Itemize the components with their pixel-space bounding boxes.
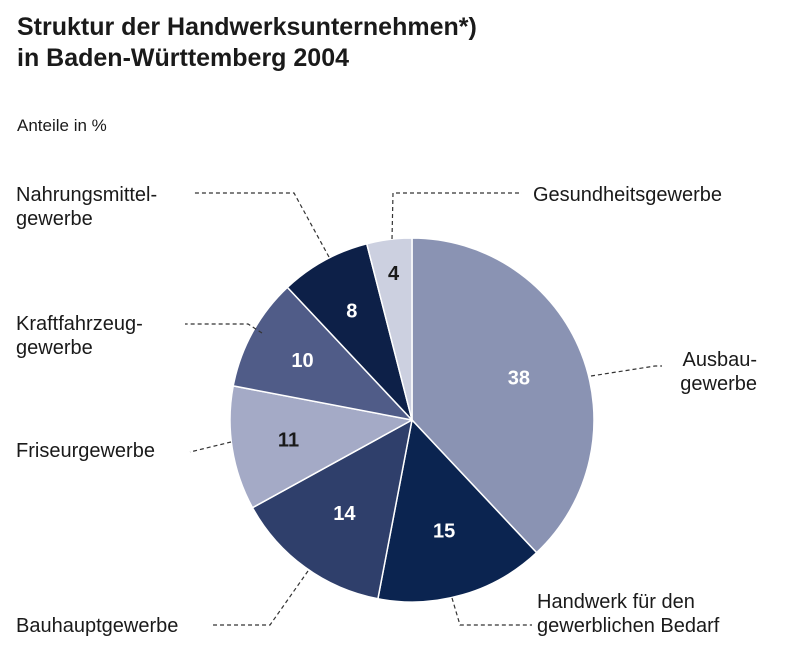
chart-subtitle: Anteile in % — [17, 116, 107, 135]
slice-value-nahrungsmittelgewerbe: 8 — [346, 301, 357, 323]
leader-line-kraftfahrzeuggewerbe — [185, 323, 263, 334]
slice-label-nahrungsmittelgewerbe-line-1: Nahrungsmittel- — [16, 184, 157, 206]
pie-slice-kraftfahrzeuggewerbe — [232, 286, 413, 421]
pie-slice-nahrungsmittelgewerbe — [286, 242, 413, 421]
slice-label-handwerk-gewerblichen-bedarf-line-1: Handwerk für den — [537, 591, 695, 613]
slice-value-friseurgewerbe: 11 — [278, 430, 299, 452]
slice-label-kraftfahrzeuggewerbe-line-1: Kraftfahrzeug- — [16, 313, 143, 335]
slice-value-ausbaugewerbe: 38 — [508, 368, 530, 390]
slice-label-gesundheitsgewerbe-line-1: Gesundheitsgewerbe — [533, 184, 722, 206]
pie-slice-handwerk-gewerblichen-bedarf — [377, 419, 538, 603]
slice-label-kraftfahrzeuggewerbe-line-2: gewerbe — [16, 337, 93, 359]
slice-label-friseurgewerbe-line-1: Friseurgewerbe — [16, 440, 155, 462]
slice-label-nahrungsmittelgewerbe-line-2: gewerbe — [16, 208, 93, 230]
chart-title-line-1: Struktur der Handwerksunternehmen*) — [17, 13, 477, 41]
leader-line-nahrungsmittelgewerbe — [194, 192, 330, 258]
pie-slice-bauhauptgewerbe — [251, 419, 413, 600]
chart-title-line-2: in Baden-Württemberg 2004 — [17, 44, 350, 72]
pie-slice-friseurgewerbe — [229, 385, 413, 509]
leader-line-handwerk-gewerblichen-bedarf — [451, 597, 532, 626]
leader-line-bauhauptgewerbe — [213, 570, 309, 626]
pie-slice-gesundheitsgewerbe — [365, 237, 413, 421]
leader-line-gesundheitsgewerbe — [391, 192, 522, 240]
slice-label-ausbaugewerbe-line-2: gewerbe — [680, 373, 757, 395]
slice-value-bauhauptgewerbe: 14 — [333, 503, 356, 525]
pie-slice-ausbaugewerbe — [411, 237, 595, 554]
slice-label-handwerk-gewerblichen-bedarf-line-2: gewerblichen Bedarf — [537, 615, 720, 637]
chart-title: Struktur der Handwerksunternehmen*) in B… — [17, 12, 477, 74]
slice-value-gesundheitsgewerbe: 4 — [388, 263, 400, 285]
leader-line-friseurgewerbe — [189, 441, 232, 453]
slice-label-bauhauptgewerbe-line-1: Bauhauptgewerbe — [16, 615, 178, 637]
leader-line-ausbaugewerbe — [590, 365, 662, 377]
slice-label-ausbaugewerbe-line-1: Ausbau- — [683, 349, 758, 371]
slice-value-kraftfahrzeuggewerbe: 10 — [291, 350, 313, 372]
slice-value-handwerk-gewerblichen-bedarf: 15 — [433, 520, 455, 542]
